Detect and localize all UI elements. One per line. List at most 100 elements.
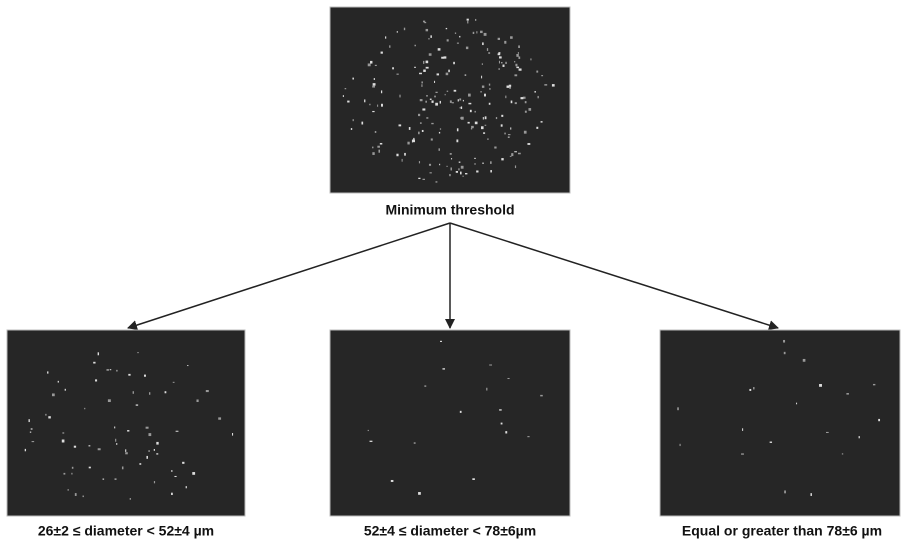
speck [498,68,499,69]
speck [63,473,65,475]
speck [435,181,437,182]
speck [842,453,843,454]
speck [527,143,530,145]
speck [370,441,373,442]
speck [442,368,445,369]
speck [485,116,487,119]
speck [144,375,146,377]
speck [803,359,806,362]
speck [65,389,66,391]
speck [488,52,490,54]
speck [480,91,482,92]
speck [449,174,451,176]
speck [525,111,527,113]
speck [482,163,484,164]
speck [552,84,555,86]
speck [511,101,513,104]
top-label: Minimum threshold [385,202,514,218]
speck [489,84,490,86]
speck [116,443,117,445]
speck [859,436,860,438]
speck [430,172,432,173]
speck [154,481,155,483]
speck [742,428,743,431]
speck [423,70,426,72]
speck [524,131,527,134]
speck [420,99,423,101]
speck [424,22,426,23]
speck [148,433,151,436]
speck [784,490,786,493]
speck [434,96,436,98]
speck [525,101,527,103]
speck [519,68,522,70]
speck [505,431,507,433]
speck [369,104,370,105]
speck [518,52,519,54]
speck [461,166,464,169]
speck [88,445,90,446]
speck [58,381,59,383]
speck [351,128,352,130]
speck [414,442,416,443]
speck [770,442,772,443]
speck [534,91,535,92]
speck [62,440,65,443]
speck [475,19,476,21]
speck [446,166,447,167]
speck [431,123,433,124]
speck [474,163,475,165]
speck [487,48,488,51]
speck [480,31,483,33]
speck [501,124,503,126]
speck [485,125,487,126]
speck [454,90,457,92]
speck [450,153,452,155]
speck [678,407,679,410]
speck [448,70,450,73]
speck [504,133,505,135]
speck [456,171,458,173]
speck [402,159,403,162]
speck [420,122,422,124]
speck [452,102,454,103]
speck [499,61,500,64]
speck [414,45,415,46]
speck [510,127,511,129]
speck [146,427,149,429]
speck [154,449,155,451]
speck [873,384,875,385]
speck [404,153,406,156]
speck [426,67,429,69]
speck [510,36,513,39]
speck [826,432,829,433]
speck [530,58,531,60]
speck [125,449,126,452]
speck [503,65,505,67]
speck [878,419,880,421]
speck [507,378,509,379]
speck [475,122,478,125]
diagram: Minimum threshold 26±2 ≤ diameter < 52±4… [0,0,908,544]
speck [501,423,503,425]
speck [83,496,84,498]
speck [518,153,521,155]
speck [484,94,486,97]
speck [381,90,382,93]
panel-image [7,330,245,516]
speck [783,340,785,343]
speck [467,21,468,24]
speck [509,85,511,87]
speck [501,62,502,63]
speck [483,132,485,134]
speck [451,158,452,159]
speck [381,104,383,107]
speck [490,170,492,172]
speck [31,428,33,430]
speck [476,31,477,33]
speck [422,130,424,132]
speck [440,101,441,104]
speck [528,108,531,111]
speck [437,73,439,75]
speck [498,52,500,53]
